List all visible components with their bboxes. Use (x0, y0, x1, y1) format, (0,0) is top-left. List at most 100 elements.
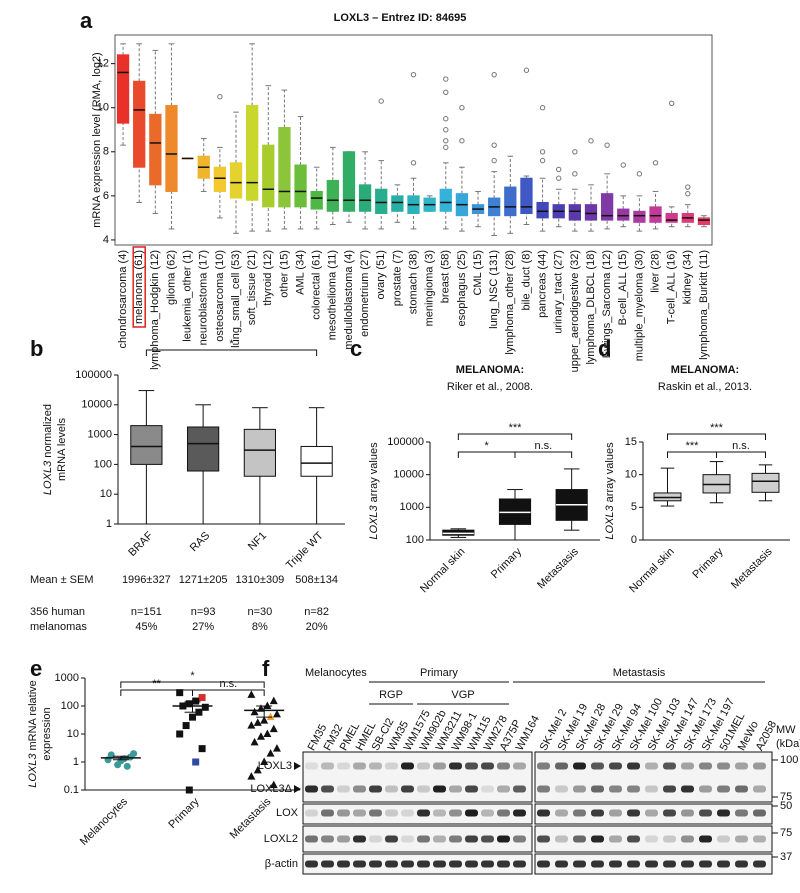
significance-label: * (229, 338, 234, 350)
x-tick-label: ovary (51) (375, 250, 387, 300)
band (401, 809, 414, 817)
band (735, 860, 748, 868)
box (665, 212, 678, 223)
data-point (272, 744, 281, 752)
band (497, 785, 510, 793)
box (300, 445, 333, 477)
box (243, 428, 276, 477)
band (645, 835, 658, 843)
plot-frame (114, 34, 713, 246)
band (573, 809, 586, 817)
band (481, 835, 494, 843)
x-tick-label: liver (28) (649, 250, 661, 293)
outlier (652, 160, 659, 166)
italic-word: LOXL3 (27, 753, 39, 788)
band (537, 860, 550, 868)
box (116, 54, 130, 124)
italic-word: LOXL3 (368, 504, 380, 539)
data-point (182, 722, 190, 730)
band (717, 860, 730, 868)
band (555, 860, 568, 868)
row-label: LOXL2 (264, 833, 298, 845)
data-point (260, 716, 269, 724)
chart-title: MELANOMA: (456, 364, 524, 376)
outlier (443, 138, 449, 144)
data-point (198, 745, 206, 753)
box (617, 208, 630, 221)
significance-label: * (485, 440, 490, 452)
table-cell: 27% (192, 621, 214, 633)
mw-title: MW (776, 724, 796, 736)
blot-frame (534, 803, 773, 825)
band (681, 860, 694, 868)
band (627, 860, 640, 868)
data-point (263, 729, 272, 737)
significance-bracket (192, 689, 265, 696)
x-tick-label: CML (15) (472, 250, 484, 295)
x-tick-label: thyroid (12) (262, 250, 274, 306)
band (513, 762, 526, 770)
box (504, 186, 517, 217)
band (573, 762, 586, 770)
outlier (443, 127, 449, 133)
band (321, 860, 334, 868)
x-tick-label: meningioma (3) (424, 250, 436, 326)
band (433, 809, 446, 817)
table-cell: 8% (252, 621, 268, 633)
x-tick-label: soft_tissue (21) (246, 250, 258, 325)
table-cell: 1310±309 (235, 574, 284, 586)
band (573, 785, 586, 793)
band (465, 860, 478, 868)
x-tick-label: glioma (62) (165, 250, 177, 305)
blot-frame (534, 751, 773, 803)
band (401, 860, 414, 868)
band (663, 860, 676, 868)
outlier (443, 89, 449, 95)
band (321, 835, 334, 843)
band (699, 860, 712, 868)
data-point (198, 694, 206, 702)
box (165, 105, 178, 192)
band (385, 762, 398, 770)
mw-label: 50 (780, 800, 792, 812)
box (439, 188, 452, 212)
outlier (491, 142, 497, 148)
significance-label: n.s. (732, 440, 750, 452)
x-tick-label: medulloblastoma (4) (343, 250, 355, 350)
rest-words: mRNA relative (27, 680, 39, 753)
mw-label: 37 (780, 851, 792, 863)
table-row-label: melanomas (30, 621, 87, 633)
significance-label: * (190, 670, 195, 682)
panel-letter: d (598, 336, 611, 361)
band (699, 785, 712, 793)
box (649, 206, 662, 223)
highlight-box (132, 246, 146, 328)
band (337, 809, 350, 817)
x-tick-label: lymphoma_Hodgkin (12) (149, 250, 161, 370)
band (645, 785, 658, 793)
mw-title: (kDa) (776, 738, 800, 750)
band (591, 809, 604, 817)
data-point (269, 696, 278, 705)
outlier (443, 116, 449, 122)
mw-label: 100 (780, 754, 798, 766)
box (133, 80, 146, 168)
italic-word: LOXL3 (42, 460, 54, 495)
band (699, 809, 712, 817)
band (717, 785, 730, 793)
band (537, 762, 550, 770)
band (401, 785, 414, 793)
data-point (260, 757, 269, 765)
y-tick-label: 100 (406, 534, 424, 546)
outlier (459, 105, 465, 111)
panel-letter: f (262, 656, 270, 681)
y-tick-label: 10 (625, 469, 637, 481)
band (433, 860, 446, 868)
table-cell: 1271±205 (179, 574, 228, 586)
x-tick-label: osteosarcoma (10) (214, 250, 226, 342)
x-tick-label: urinary_tract (27) (553, 250, 565, 334)
chart-subtitle: Riker et al., 2008. (447, 381, 533, 393)
y-tick-label: 5 (631, 501, 637, 513)
outlier (410, 160, 417, 166)
